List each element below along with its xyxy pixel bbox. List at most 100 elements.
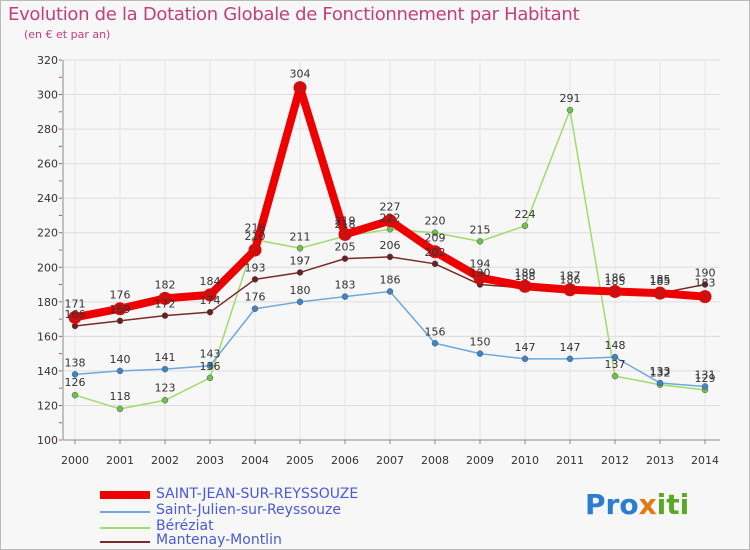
data-point xyxy=(656,379,664,387)
data-label: 118 xyxy=(110,390,131,403)
data-label: 140 xyxy=(110,353,131,366)
data-point xyxy=(161,397,169,404)
y-tick-label: 200 xyxy=(37,261,58,274)
chart-subtitle: (en € et par an) xyxy=(24,28,111,41)
data-label: 205 xyxy=(335,241,356,254)
data-label: 190 xyxy=(470,267,491,280)
data-point xyxy=(71,391,79,399)
data-label: 227 xyxy=(380,201,401,214)
data-label: 197 xyxy=(290,254,311,267)
data-label: 220 xyxy=(425,215,446,228)
legend-swatch xyxy=(100,541,150,543)
data-label: 174 xyxy=(200,294,221,307)
data-label: 222 xyxy=(380,211,401,224)
data-label: 188 xyxy=(515,270,536,283)
x-tick-label: 2008 xyxy=(421,454,449,467)
data-point xyxy=(341,293,349,300)
data-label: 194 xyxy=(470,258,491,271)
x-tick-label: 2013 xyxy=(646,454,674,467)
data-label: 180 xyxy=(290,284,311,297)
data-label: 304 xyxy=(290,68,311,81)
y-tick-label: 220 xyxy=(37,227,58,240)
data-point xyxy=(206,308,214,316)
legend-swatch xyxy=(100,511,150,513)
data-point xyxy=(431,260,439,268)
data-point xyxy=(341,255,349,262)
data-label: 171 xyxy=(65,297,86,310)
data-point xyxy=(698,290,712,304)
data-label: 137 xyxy=(605,358,626,371)
data-point xyxy=(611,353,619,361)
y-tick-label: 120 xyxy=(37,399,58,412)
data-label: 182 xyxy=(155,278,176,291)
data-label: 185 xyxy=(605,275,626,288)
data-label: 184 xyxy=(200,275,221,288)
data-point xyxy=(71,371,79,378)
x-tick-label: 2009 xyxy=(466,454,494,467)
data-label: 291 xyxy=(560,92,581,105)
data-label: 185 xyxy=(650,275,671,288)
data-point xyxy=(338,227,352,241)
data-label: 133 xyxy=(650,365,671,378)
data-label: 138 xyxy=(65,356,86,369)
data-point xyxy=(116,367,124,375)
data-point xyxy=(296,245,304,252)
data-point xyxy=(476,238,484,245)
data-label: 147 xyxy=(515,341,536,354)
data-label: 216 xyxy=(245,222,266,235)
data-point xyxy=(431,229,439,236)
data-label: 185 xyxy=(650,273,671,286)
data-label: 131 xyxy=(695,368,716,381)
x-tick-label: 2002 xyxy=(151,454,179,467)
x-tick-label: 2004 xyxy=(241,454,269,467)
data-label: 186 xyxy=(560,273,581,286)
data-label: 147 xyxy=(560,341,581,354)
data-label: 183 xyxy=(695,277,716,290)
data-point xyxy=(158,291,172,305)
data-label: 129 xyxy=(695,372,716,385)
legend-label: SAINT-JEAN-SUR-REYSSOUZE xyxy=(156,486,359,502)
x-tick-label: 2012 xyxy=(601,454,629,467)
y-tick-label: 160 xyxy=(37,330,58,343)
data-label: 126 xyxy=(65,376,86,389)
legend-swatch xyxy=(100,491,150,499)
data-point xyxy=(386,288,394,295)
x-tick-label: 2010 xyxy=(511,454,539,467)
data-label: 190 xyxy=(695,267,716,280)
data-point xyxy=(296,269,304,276)
data-point xyxy=(116,317,124,325)
x-tick-label: 2003 xyxy=(196,454,224,467)
data-label: 202 xyxy=(425,246,446,259)
chart-title: Evolution de la Dotation Globale de Fonc… xyxy=(8,4,580,25)
data-point xyxy=(251,276,259,283)
data-point xyxy=(701,281,709,288)
data-point xyxy=(566,355,574,363)
y-tick-label: 300 xyxy=(37,89,58,102)
y-tick-label: 320 xyxy=(37,54,58,67)
data-point xyxy=(428,245,442,259)
data-point xyxy=(608,284,622,298)
data-label: 172 xyxy=(155,298,176,311)
data-point xyxy=(251,305,259,312)
data-point xyxy=(563,283,577,297)
data-label: 206 xyxy=(380,239,401,252)
proxiti-logo: Proxiti xyxy=(585,488,690,521)
data-label: 123 xyxy=(155,381,176,394)
data-point xyxy=(701,383,709,390)
data-label: 218 xyxy=(335,218,356,231)
data-point xyxy=(518,279,532,293)
data-label: 186 xyxy=(380,273,401,286)
legend-swatch xyxy=(100,527,150,529)
data-label: 156 xyxy=(425,325,446,338)
data-label: 166 xyxy=(65,308,86,321)
y-tick-label: 180 xyxy=(37,296,58,309)
data-label: 169 xyxy=(110,303,131,316)
data-label: 186 xyxy=(605,271,626,284)
data-label: 210 xyxy=(245,230,266,243)
data-point xyxy=(113,302,127,316)
x-tick-label: 2011 xyxy=(556,454,584,467)
data-label: 215 xyxy=(470,223,491,236)
x-tick-label: 2000 xyxy=(61,454,89,467)
data-point xyxy=(248,243,262,257)
data-label: 176 xyxy=(245,291,266,304)
